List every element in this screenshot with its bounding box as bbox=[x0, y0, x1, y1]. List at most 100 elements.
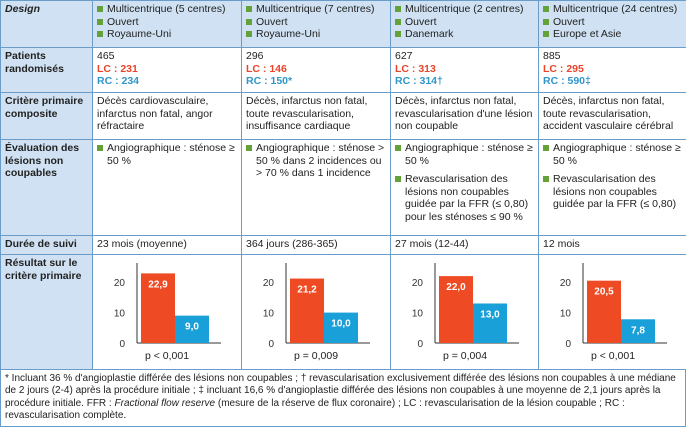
patients-total: 885 bbox=[543, 50, 561, 62]
footnote: * Incluant 36 % d'angioplastie différée … bbox=[0, 369, 686, 427]
bar-lc bbox=[290, 278, 324, 343]
design-item: Ouvert bbox=[395, 16, 534, 29]
patients-col-2: 296 LC : 146 RC : 150* bbox=[241, 47, 391, 93]
bar-value-label: 21,2 bbox=[297, 285, 317, 296]
patients-col-4: 885 LC : 295 RC : 590‡ bbox=[538, 47, 686, 93]
evaluation-col-1: Angiographique : sténose ≥ 50 % bbox=[92, 139, 242, 236]
label-critere: Critère primaire composite bbox=[0, 92, 93, 140]
design-item: Europe et Asie bbox=[543, 28, 682, 41]
patients-col-3: 627 LC : 313 RC : 314† bbox=[390, 47, 539, 93]
bar-lc bbox=[141, 273, 175, 343]
bar-value-label: 20,5 bbox=[594, 287, 614, 298]
bar-value-label: 22,9 bbox=[148, 279, 168, 290]
y-tick-label: 10 bbox=[412, 309, 424, 320]
design-col-4: Multicentrique (24 centres) Ouvert Europ… bbox=[538, 0, 686, 48]
footnote-ffr-term: Fractional flow reserve bbox=[114, 397, 216, 409]
critere-col-1: Décès cardiovasculaire, infarctus non fa… bbox=[92, 92, 242, 140]
design-item: Multicentrique (2 centres) bbox=[395, 3, 534, 16]
y-tick-label: 0 bbox=[417, 339, 423, 350]
y-tick-label: 0 bbox=[268, 339, 274, 350]
resultat-col-4: 0 10 20 20,5 7,8 p < 0,001 bbox=[538, 254, 686, 370]
footnote-part1: * Incluant 36 % d'angioplastie différée … bbox=[5, 372, 676, 409]
evaluation-col-2: Angiographique : sténose > 50 % dans 2 i… bbox=[241, 139, 391, 236]
row-duree: Durée de suivi 23 mois (moyenne) 364 jou… bbox=[0, 235, 686, 255]
footnote-part2: (mesure de la réserve de flux coronaire)… bbox=[5, 397, 625, 422]
duree-col-1: 23 mois (moyenne) bbox=[92, 235, 242, 255]
critere-col-4: Décès, infarctus non fatal, toute revasc… bbox=[538, 92, 686, 140]
row-design: Design Multicentrique (5 centres) Ouvert… bbox=[0, 0, 686, 48]
patients-lc: LC : 295 bbox=[543, 62, 584, 75]
bar-rc bbox=[324, 312, 358, 343]
patients-lc: LC : 313 bbox=[395, 62, 436, 75]
bar-lc bbox=[587, 280, 621, 343]
resultat-col-3: 0 10 20 22,0 13,0 p = 0,004 bbox=[390, 254, 539, 370]
evaluation-col-4: Angiographique : sténose ≥ 50 % Revascul… bbox=[538, 139, 686, 236]
bar-value-label: 10,0 bbox=[331, 319, 351, 330]
y-tick-label: 10 bbox=[560, 309, 572, 320]
label-design: Design bbox=[0, 0, 93, 48]
design-col-1: Multicentrique (5 centres) Ouvert Royaum… bbox=[92, 0, 242, 48]
design-col-2: Multicentrique (7 centres) Ouvert Royaum… bbox=[241, 0, 391, 48]
patients-rc: RC : 234 bbox=[97, 75, 140, 87]
bar-rc bbox=[473, 303, 507, 343]
label-evaluation: Évaluation des lésions non coupables bbox=[0, 139, 93, 236]
patients-lc: LC : 231 bbox=[97, 62, 138, 75]
y-tick-label: 20 bbox=[263, 278, 275, 289]
evaluation-item: Angiographique : sténose > 50 % dans 2 i… bbox=[246, 142, 386, 180]
y-tick-label: 0 bbox=[119, 339, 125, 350]
design-col-3: Multicentrique (2 centres) Ouvert Danema… bbox=[390, 0, 539, 48]
evaluation-item: Revascularisation des lésions non coupab… bbox=[543, 173, 682, 211]
design-item: Ouvert bbox=[97, 16, 237, 29]
bar-rc bbox=[621, 319, 655, 343]
evaluation-item: Angiographique : sténose ≥ 50 % bbox=[97, 142, 237, 167]
design-item: Multicentrique (5 centres) bbox=[97, 3, 237, 16]
patients-rc: RC : 150* bbox=[246, 75, 293, 87]
y-tick-label: 10 bbox=[263, 309, 275, 320]
resultat-col-2: 0 10 20 21,2 10,0 p = 0,009 bbox=[241, 254, 391, 370]
duree-col-3: 27 mois (12-44) bbox=[390, 235, 539, 255]
duree-col-4: 12 mois bbox=[538, 235, 686, 255]
result-chart-3: 0 10 20 22,0 13,0 p = 0,004 bbox=[412, 263, 519, 362]
label-duree: Durée de suivi bbox=[0, 235, 93, 255]
bar-lc bbox=[439, 276, 473, 343]
row-resultat: Résultat sur le critère primaire 0 10 20 22… bbox=[0, 254, 686, 370]
p-value: p = 0,009 bbox=[294, 350, 338, 362]
row-evaluation: Évaluation des lésions non coupables Ang… bbox=[0, 139, 686, 236]
bar-value-label: 13,0 bbox=[480, 309, 500, 320]
y-tick-label: 20 bbox=[412, 278, 424, 289]
row-critere: Critère primaire composite Décès cardiov… bbox=[0, 92, 686, 140]
design-item: Ouvert bbox=[246, 16, 386, 29]
duree-col-2: 364 jours (286-365) bbox=[241, 235, 391, 255]
bar-rc bbox=[175, 315, 209, 343]
patients-col-1: 465 LC : 231 RC : 234 bbox=[92, 47, 242, 93]
result-chart-2: 0 10 20 21,2 10,0 p = 0,009 bbox=[263, 263, 370, 362]
bar-value-label: 9,0 bbox=[185, 322, 199, 333]
label-patients: Patients randomisés bbox=[0, 47, 93, 93]
design-item: Danemark bbox=[395, 28, 534, 41]
y-tick-label: 0 bbox=[565, 339, 571, 350]
evaluation-item: Revascularisation des lésions non coupab… bbox=[395, 173, 534, 223]
patients-lc: LC : 146 bbox=[246, 62, 287, 75]
patients-total: 627 bbox=[395, 50, 413, 62]
bar-value-label: 22,0 bbox=[446, 282, 466, 293]
label-resultat: Résultat sur le critère primaire bbox=[0, 254, 93, 370]
y-tick-label: 20 bbox=[114, 278, 126, 289]
result-chart-4: 0 10 20 20,5 7,8 p < 0,001 bbox=[560, 263, 667, 362]
patients-total: 296 bbox=[246, 50, 264, 62]
design-item: Royaume-Uni bbox=[246, 28, 386, 41]
critere-col-2: Décès, infarctus non fatal, toute revasc… bbox=[241, 92, 391, 140]
design-item: Multicentrique (24 centres) bbox=[543, 3, 682, 16]
critere-col-3: Décès, infarctus non fatal, revascularis… bbox=[390, 92, 539, 140]
evaluation-item: Angiographique : sténose ≥ 50 % bbox=[395, 142, 534, 167]
design-item: Royaume-Uni bbox=[97, 28, 237, 41]
patients-rc: RC : 590‡ bbox=[543, 75, 591, 87]
evaluation-item: Angiographique : sténose ≥ 50 % bbox=[543, 142, 682, 167]
evaluation-col-3: Angiographique : sténose ≥ 50 % Revascul… bbox=[390, 139, 539, 236]
patients-total: 465 bbox=[97, 50, 115, 62]
resultat-col-1: 0 10 20 22,9 9,0 p < 0,001 bbox=[92, 254, 242, 370]
p-value: p < 0,001 bbox=[145, 350, 189, 362]
bar-value-label: 7,8 bbox=[631, 325, 645, 336]
p-value: p = 0,004 bbox=[443, 350, 487, 362]
row-patients: Patients randomisés 465 LC : 231 RC : 23… bbox=[0, 47, 686, 93]
design-item: Ouvert bbox=[543, 16, 682, 29]
